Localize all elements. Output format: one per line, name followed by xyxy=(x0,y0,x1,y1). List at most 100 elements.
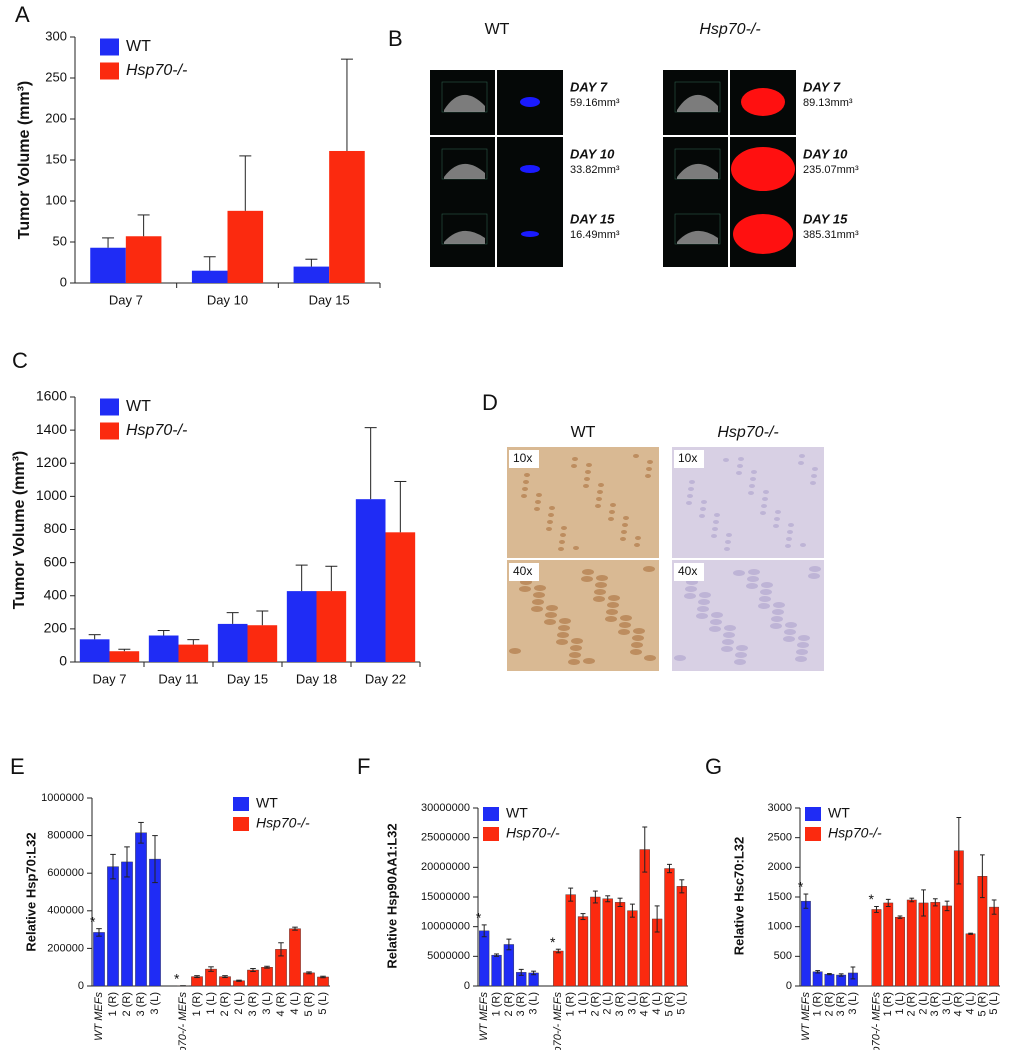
x-tick-label: Hsp70-/- MEFs xyxy=(870,992,882,1050)
panel-letter: E xyxy=(10,754,25,779)
cell xyxy=(736,645,748,651)
cell xyxy=(713,520,719,524)
tumor-render xyxy=(741,88,785,116)
cell xyxy=(630,649,642,655)
cell xyxy=(549,506,555,510)
cell xyxy=(725,540,731,544)
legend-label: WT xyxy=(126,38,151,55)
cell xyxy=(724,625,736,631)
cell xyxy=(710,619,722,625)
x-tick-label: 2 (L) xyxy=(917,992,929,1015)
y-tick-label: 600000 xyxy=(47,867,84,879)
cell xyxy=(534,585,546,591)
cell xyxy=(586,463,592,467)
y-tick-label: 1400 xyxy=(36,421,67,437)
x-tick-label: 4 (R) xyxy=(639,992,651,1016)
cell xyxy=(726,533,732,537)
legend-label: Hsp70-/- xyxy=(126,62,187,79)
cell xyxy=(697,606,709,612)
cell xyxy=(532,599,544,605)
cell xyxy=(633,454,639,458)
bar xyxy=(386,532,416,662)
bar xyxy=(553,951,563,986)
cell xyxy=(597,490,603,494)
cell xyxy=(620,615,632,621)
bar xyxy=(126,236,162,283)
y-tick-label: 50 xyxy=(53,233,67,248)
x-tick-label: Day 22 xyxy=(365,671,406,686)
cell xyxy=(559,540,565,544)
cell xyxy=(735,652,747,658)
cell xyxy=(798,635,810,641)
legend-label: Hsp70-/- xyxy=(828,825,882,841)
panel-letter: G xyxy=(705,754,722,779)
cell xyxy=(798,461,804,465)
cell xyxy=(523,480,529,484)
cell xyxy=(784,629,796,635)
y-tick-label: 20000000 xyxy=(421,861,470,873)
y-tick-label: 800000 xyxy=(47,830,84,842)
cell xyxy=(609,510,615,514)
cell xyxy=(750,477,756,481)
bar xyxy=(578,917,588,986)
cell xyxy=(572,457,578,461)
cell xyxy=(762,497,768,501)
y-tick-label: 0 xyxy=(464,980,470,992)
cell xyxy=(546,527,552,531)
panel-letter: C xyxy=(12,348,28,373)
y-axis-label: Relative Hsp90AA1:L32 xyxy=(384,823,399,968)
cell xyxy=(733,570,745,576)
cell xyxy=(785,544,791,548)
cell xyxy=(583,484,589,488)
cell xyxy=(571,464,577,468)
x-tick-label: Hsp70-/- MEFs xyxy=(177,992,189,1050)
cell xyxy=(746,583,758,589)
bar xyxy=(289,929,300,986)
legend-label: Hsp70-/- xyxy=(126,422,187,439)
volume-label: 235.07mm³ xyxy=(803,164,859,176)
bar xyxy=(135,833,146,986)
cell xyxy=(634,543,640,547)
cell xyxy=(606,609,618,615)
x-tick-label: 1 (R) xyxy=(565,992,577,1016)
cell xyxy=(808,573,820,579)
y-axis-label: Relative Hsc70:L32 xyxy=(731,837,746,956)
x-tick-label: Hsp70-/- MEFs xyxy=(552,992,564,1050)
y-tick-label: 1600 xyxy=(36,388,67,404)
day-label: DAY 7 xyxy=(803,79,841,94)
y-tick-label: 25000000 xyxy=(421,832,470,844)
cell xyxy=(760,589,772,595)
y-tick-label: 2500 xyxy=(768,832,792,844)
x-tick-label: 2 (L) xyxy=(602,992,614,1015)
volume-label: 385.31mm³ xyxy=(803,229,859,241)
cell xyxy=(737,464,743,468)
y-axis-label: Relative Hsp70:L32 xyxy=(23,832,38,951)
bar xyxy=(895,917,904,986)
cell xyxy=(545,612,557,618)
day-label: DAY 15 xyxy=(570,211,615,226)
cell xyxy=(734,659,746,665)
x-tick-label: 3 (R) xyxy=(247,992,259,1016)
cell xyxy=(797,642,809,648)
group-title: Hsp70-/- xyxy=(717,424,778,441)
x-tick-label: 3 (R) xyxy=(835,992,847,1016)
legend-swatch xyxy=(100,399,119,416)
cell xyxy=(700,507,706,511)
bar xyxy=(615,902,625,986)
cell xyxy=(536,493,542,497)
bar xyxy=(149,636,179,663)
cell xyxy=(534,507,540,511)
y-tick-label: 10000000 xyxy=(421,921,470,933)
bar xyxy=(303,973,314,986)
x-tick-label: Day 11 xyxy=(158,671,198,686)
tumor-render xyxy=(521,231,539,237)
x-tick-label: 2 (R) xyxy=(589,992,601,1016)
cell xyxy=(723,632,735,638)
x-tick-label: 4 (L) xyxy=(651,992,663,1015)
y-tick-label: 15000000 xyxy=(421,891,470,903)
cell xyxy=(688,487,694,491)
cell xyxy=(596,497,602,501)
bar xyxy=(317,977,328,986)
magnification-label: 40x xyxy=(513,564,532,578)
cell xyxy=(605,616,617,622)
